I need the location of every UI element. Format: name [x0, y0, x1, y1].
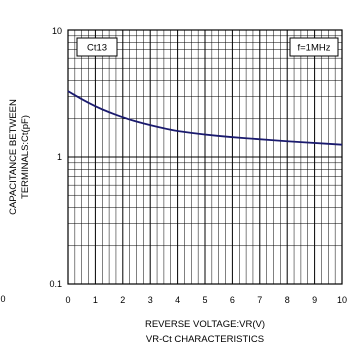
x-tick-label: 5: [202, 295, 207, 305]
x-tick-label: 7: [257, 295, 262, 305]
x-tick-labels: 0 1 2 3 4 5 6 7 8 9 10: [65, 295, 347, 305]
plot-frame: [67, 29, 343, 285]
chart-title: VR-Ct CHARACTERISTICS: [146, 334, 264, 345]
x-tick-label: 9: [312, 295, 317, 305]
x-tick-label: 1: [93, 295, 98, 305]
condition-label: f=1MHz: [298, 43, 331, 54]
x-tick-label: 2: [120, 295, 125, 305]
x-tick-label: 4: [175, 295, 180, 305]
x-tick-label: 10: [337, 295, 347, 305]
x-axis-label: REVERSE VOLTAGE:VR(V): [145, 319, 265, 330]
series-label: Ct13: [87, 43, 107, 54]
y-axis-label-line-2: TERMINALS:Ct(pF): [20, 115, 31, 199]
condition-label-box: f=1MHz: [289, 37, 339, 57]
series-line-ct13: [67, 90, 343, 146]
x-tick-label: 0: [65, 295, 70, 305]
x-tick-label: 3: [148, 295, 153, 305]
y-axis-label-line-1: CAPACITANCE BETWEEN: [8, 99, 19, 215]
x-tick-label: 6: [230, 295, 235, 305]
y-tick-labels: 10 1 0.1: [49, 26, 62, 289]
x-tick-label: 8: [285, 295, 290, 305]
y-tick-label: 10: [52, 26, 62, 36]
y-tick-label: 1: [57, 152, 62, 162]
y-tick-label: 0.1: [49, 279, 62, 289]
left-edge-label: 0: [0, 294, 5, 304]
chart-grid: [67, 29, 343, 285]
series-label-box: Ct13: [76, 37, 118, 57]
